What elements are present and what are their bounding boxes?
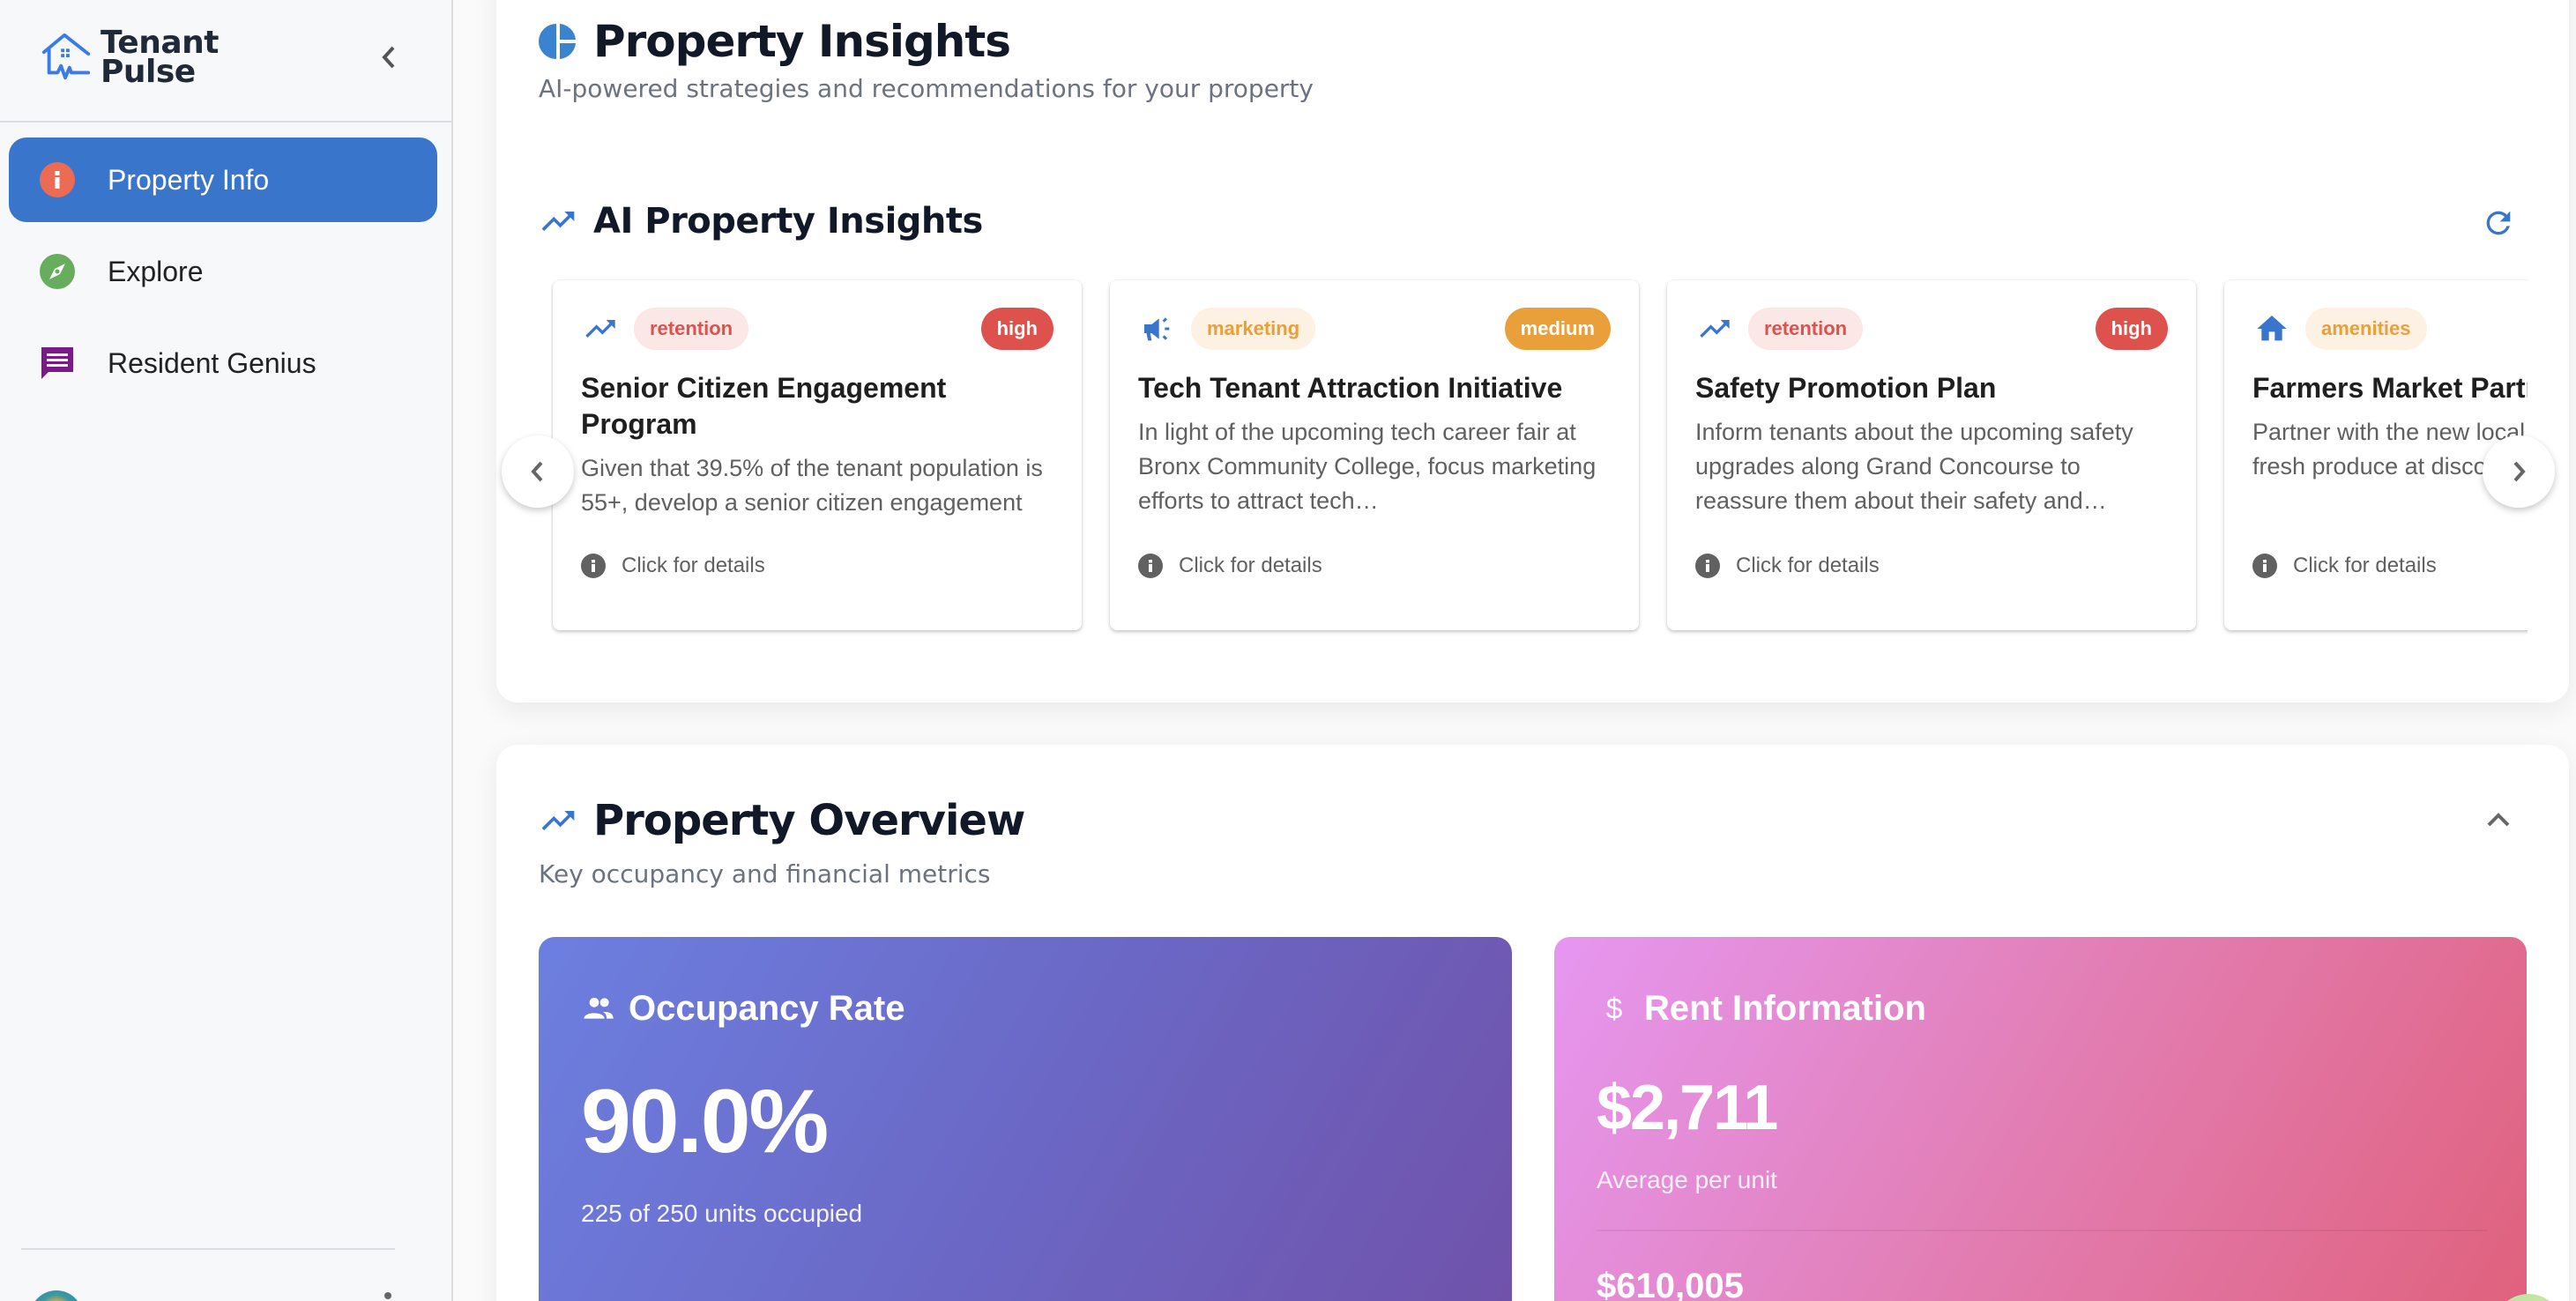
megaphone-icon	[1138, 309, 1177, 348]
sidebar-item-label: Property Info	[108, 163, 270, 196]
insight-card[interactable]: retention high Safety Promotion Plan Inf…	[1667, 280, 2196, 630]
card-footer: Click for details	[581, 554, 765, 578]
insights-carousel: retention high Senior Citizen Engagement…	[551, 279, 2528, 649]
card-description: Partner with the new local market to pro…	[2252, 419, 2528, 480]
sidebar: Tenant Pulse Property Info Explore	[0, 0, 453, 1301]
card-title: Safety Promotion Plan	[1695, 372, 1997, 404]
trending-up-icon	[1695, 309, 1734, 348]
sidebar-item-resident-genius[interactable]: Resident Genius	[9, 321, 437, 405]
collapse-sidebar-button[interactable]	[370, 39, 407, 76]
svg-text:$: $	[1606, 993, 1623, 1026]
metric-title: Rent Information	[1644, 988, 1926, 1028]
page-title: Property Insights	[593, 16, 1011, 67]
sidebar-item-property-info[interactable]: Property Info	[9, 138, 437, 222]
sidebar-item-label: Explore	[108, 255, 204, 287]
sidebar-nav: Property Info Explore Resident Genius	[9, 138, 437, 413]
card-title: Farmers Market Partnership	[2252, 372, 2528, 404]
sidebar-item-label: Resident Genius	[108, 346, 316, 379]
home-icon	[2252, 309, 2291, 348]
sidebar-item-explore[interactable]: Explore	[9, 229, 437, 314]
more-vert-icon	[384, 1292, 391, 1299]
brand-name: Tenant Pulse	[101, 25, 219, 90]
occupancy-value: 90.0%	[581, 1071, 829, 1171]
property-insights-panel: Property Insights AI-powered strategies …	[496, 0, 2569, 703]
category-tag: retention	[634, 308, 749, 350]
chat-icon	[40, 346, 75, 381]
info-icon	[2252, 554, 2277, 578]
chevron-up-icon	[2487, 813, 2510, 827]
trending-up-icon	[541, 212, 575, 231]
card-title: Tech Tenant Attraction Initiative	[1138, 372, 1563, 404]
sidebar-divider	[21, 1248, 395, 1250]
category-tag: marketing	[1191, 308, 1316, 350]
chevron-left-icon	[531, 461, 543, 482]
info-icon	[581, 554, 606, 578]
section-subtitle: Key occupancy and financial metrics	[539, 859, 991, 888]
info-icon	[40, 162, 75, 197]
card-description: In light of the upcoming tech career fai…	[1138, 419, 1597, 514]
property-overview-panel: Property Overview Key occupancy and fina…	[496, 745, 2569, 1301]
collapse-section-button[interactable]	[2476, 798, 2520, 842]
total-rent-value: $610,005	[1597, 1267, 1744, 1301]
card-footer: Click for details	[1138, 554, 1322, 578]
metric-divider	[1597, 1230, 2487, 1231]
chevron-right-icon	[2513, 461, 2526, 482]
occupancy-rate-card: Occupancy Rate 90.0% 225 of 250 units oc…	[539, 937, 1512, 1301]
user-avatar[interactable]	[30, 1290, 83, 1301]
card-description: Given that 39.5% of the tenant populatio…	[581, 455, 1043, 516]
priority-badge: medium	[1504, 308, 1611, 350]
carousel-next-button[interactable]	[2483, 435, 2555, 508]
dollar-icon: $	[1606, 993, 1623, 1026]
card-footer: Click for details	[2252, 554, 2437, 578]
overview-header: Property Overview	[539, 796, 1025, 845]
chevron-left-icon	[382, 46, 395, 69]
card-footer: Click for details	[1695, 554, 1880, 578]
info-icon	[1138, 554, 1163, 578]
refresh-insights-button[interactable]	[2476, 201, 2520, 245]
brand-logo[interactable]: Tenant Pulse	[39, 25, 219, 90]
average-rent-value: $2,711	[1597, 1073, 1778, 1143]
insight-card[interactable]: retention high Senior Citizen Engagement…	[553, 280, 1082, 630]
average-rent-caption: Average per unit	[1597, 1166, 1777, 1193]
priority-badge: high	[2095, 308, 2168, 350]
ai-insights-header: AI Property Insights	[539, 201, 983, 242]
carousel-prev-button[interactable]	[502, 435, 574, 508]
category-tag: retention	[1748, 308, 1864, 350]
compass-icon	[40, 254, 75, 289]
trending-up-icon	[541, 811, 575, 830]
metric-title: Occupancy Rate	[629, 988, 905, 1028]
card-title: Senior Citizen Engagement Program	[581, 372, 947, 440]
sidebar-divider	[0, 121, 451, 123]
category-tag: amenities	[2305, 308, 2427, 350]
pie-chart-icon	[539, 24, 576, 59]
people-icon	[584, 998, 614, 1019]
refresh-icon	[2486, 211, 2511, 235]
house-pulse-logo-icon	[41, 33, 91, 80]
info-icon	[1695, 554, 1720, 578]
page-subtitle: AI-powered strategies and recommendation…	[539, 74, 1314, 103]
section-title: AI Property Insights	[593, 201, 983, 242]
card-description: Inform tenants about the upcoming safety…	[1695, 419, 2133, 514]
priority-badge: high	[980, 308, 1053, 350]
floating-action-button[interactable]	[2493, 1294, 2564, 1301]
rent-information-card: $ Rent Information $2,711 Average per un…	[1554, 937, 2527, 1301]
insight-card[interactable]: amenities Farmers Market Partnership Par…	[2224, 280, 2528, 630]
occupancy-caption: 225 of 250 units occupied	[581, 1200, 863, 1227]
trending-up-icon	[581, 309, 620, 348]
page-header: Property Insights	[539, 16, 1011, 67]
more-options-button[interactable]	[384, 1292, 393, 1301]
insight-card[interactable]: marketing medium Tech Tenant Attraction …	[1110, 280, 1639, 630]
section-title: Property Overview	[593, 796, 1025, 845]
